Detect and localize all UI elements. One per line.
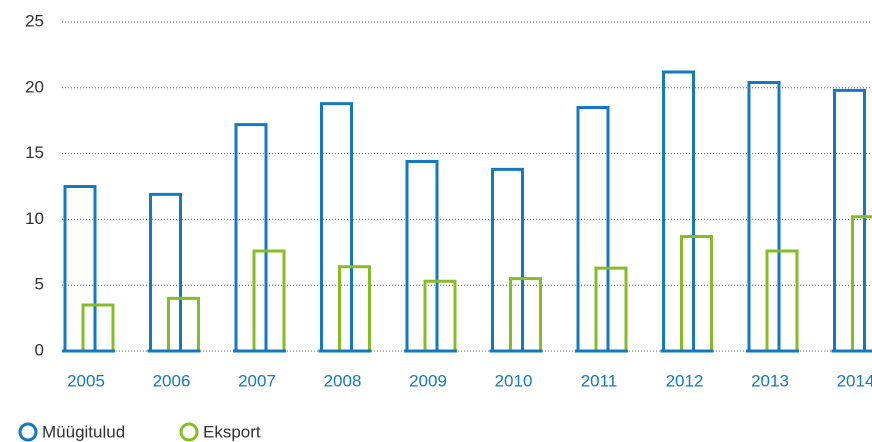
- x-tick-label: 2010: [495, 371, 533, 390]
- bar: [234, 123, 268, 351]
- bar: [338, 265, 371, 351]
- bar: [576, 106, 610, 351]
- bar: [509, 277, 542, 351]
- x-tick-label: 2014: [837, 371, 872, 390]
- y-tick-label: 25: [25, 11, 44, 30]
- x-tick-label: 2005: [67, 371, 105, 390]
- legend-swatch: [179, 422, 199, 442]
- x-tick-label: 2006: [153, 371, 191, 390]
- x-tick-label: 2012: [666, 371, 704, 390]
- y-tick-label: 0: [35, 340, 44, 359]
- bar: [680, 235, 713, 351]
- bar: [81, 303, 115, 351]
- bar: [167, 296, 200, 351]
- y-tick-label: 10: [25, 209, 44, 228]
- x-tick-label: 2007: [238, 371, 276, 390]
- x-tick-label: 2013: [751, 371, 789, 390]
- x-tick-label: 2008: [324, 371, 362, 390]
- bar: [851, 215, 872, 351]
- bar: [320, 102, 353, 351]
- bar: [594, 266, 628, 351]
- y-tick-label: 5: [35, 275, 44, 294]
- legend-label: Müügitulud: [42, 422, 125, 441]
- bar: [833, 88, 866, 351]
- bar: [765, 249, 799, 351]
- bar: [149, 192, 182, 351]
- bar: [252, 249, 286, 351]
- legend-swatch: [18, 422, 38, 442]
- legend-label: Eksport: [203, 422, 261, 441]
- y-tick-label: 15: [25, 143, 44, 162]
- y-tick-label: 20: [25, 77, 44, 96]
- bar: [491, 167, 524, 351]
- bar: [405, 159, 439, 351]
- bar: [423, 279, 457, 351]
- x-tick-label: 2011: [581, 371, 618, 390]
- bar: [747, 81, 781, 351]
- bar: [662, 70, 695, 351]
- bar: [63, 185, 97, 351]
- x-tick-label: 2009: [409, 371, 447, 390]
